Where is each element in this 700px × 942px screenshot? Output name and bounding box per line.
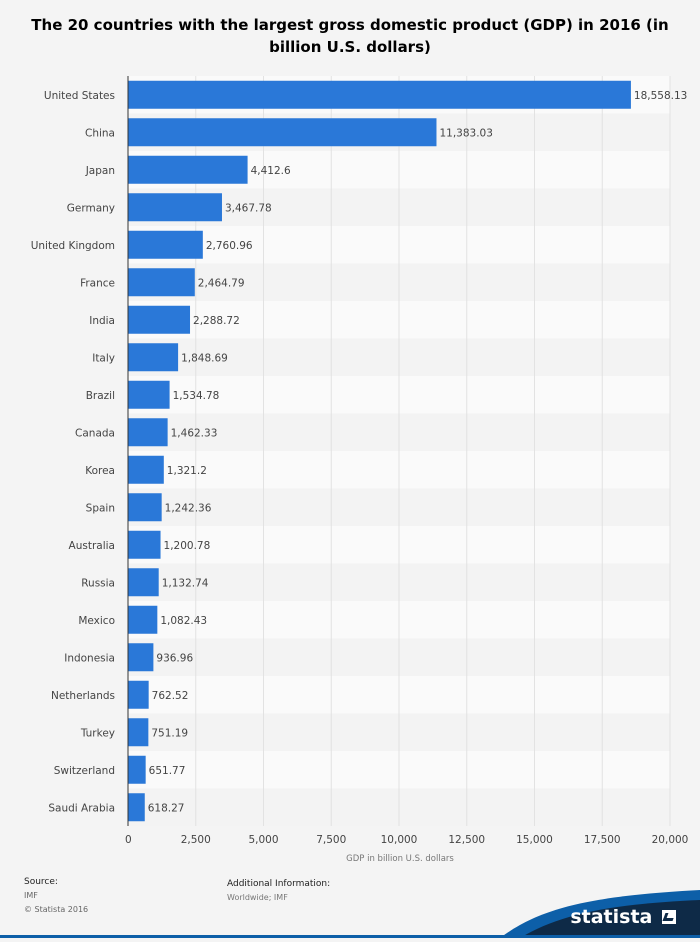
value-labels: 18,558.13 11,383.03 4,412.6 3,467.78 2,760.9… [148,90,688,815]
bar-value-label: 1,534.78 [173,390,220,402]
category-label: Mexico [78,615,115,627]
category-label: France [80,277,115,289]
bar-value-label: 4,412.6 [251,165,291,177]
bar-value-label: 1,462.33 [171,427,218,439]
category-label: Italy [92,352,115,364]
bar-value-label: 751.19 [151,727,188,739]
bar-value-label: 2,288.72 [193,315,240,327]
category-label: United Kingdom [31,240,115,252]
bar-value-label: 1,082.43 [160,615,207,627]
additional-info-value: Worldwide; IMF [227,893,288,902]
category-label: United States [44,90,115,102]
bar[interactable] [128,380,170,409]
bar[interactable] [128,455,164,484]
bar-value-label: 11,383.03 [439,127,492,139]
category-label: Saudi Arabia [48,802,115,814]
category-label: Germany [67,202,115,214]
bar-value-label: 1,200.78 [164,540,211,552]
bar[interactable] [128,643,154,672]
bar[interactable] [128,343,179,372]
category-label: Canada [75,427,115,439]
bar[interactable] [128,80,631,109]
category-label: Brazil [86,390,115,402]
category-label: Japan [85,165,115,177]
category-label: Turkey [80,727,115,739]
category-label: Netherlands [51,690,115,702]
x-tick-labels: 0 2,500 5,000 7,500 10,000 12,500 15,000 17,500… [125,834,688,846]
chart-title: The 20 countries with the largest gross … [31,16,669,56]
x-tick-label: 15,000 [516,834,553,846]
bar[interactable] [128,530,161,559]
bar[interactable] [128,493,162,522]
source-block: Source: IMF © Statista 2016 [24,876,88,916]
category-label: Russia [81,577,115,589]
bottom-strip [0,935,700,938]
bar[interactable] [128,680,149,709]
bar-value-label: 3,467.78 [225,202,272,214]
bars [128,80,631,822]
bar[interactable] [128,755,146,784]
bar[interactable] [128,305,191,334]
x-tick-label: 7,500 [316,834,346,846]
statista-brand[interactable]: statista [500,888,700,938]
bar[interactable] [128,568,159,597]
x-tick-label: 20,000 [652,834,689,846]
x-tick-label: 5,000 [248,834,278,846]
bar[interactable] [128,230,203,259]
additional-info-label: Additional Information: [227,879,331,889]
category-label: Korea [85,465,115,477]
category-label: Spain [86,502,115,514]
statista-logo-text: statista [570,906,676,928]
bar[interactable] [128,155,248,184]
x-tick-label: 17,500 [584,834,621,846]
statista-logo-icon [662,910,676,924]
bar-value-label: 936.96 [156,652,193,664]
category-label: India [89,315,115,327]
bar-value-label: 2,464.79 [198,277,245,289]
bar-value-label: 651.77 [149,765,186,777]
copyright: © Statista 2016 [24,905,89,914]
bar-value-label: 1,132.74 [162,577,209,589]
bar[interactable] [128,418,168,447]
category-label: Australia [69,540,115,552]
x-tick-label: 2,500 [181,834,211,846]
x-tick-label: 0 [125,834,132,846]
category-label: Indonesia [64,652,115,664]
bar-value-label: 1,321.2 [167,465,207,477]
bar[interactable] [128,268,195,297]
bar-value-label: 618.27 [148,802,185,814]
source-value[interactable]: IMF [24,891,38,900]
bar[interactable] [128,793,145,822]
bar-value-label: 2,760.96 [206,240,253,252]
source-label: Source: [24,877,58,887]
bar[interactable] [128,605,158,634]
bar[interactable] [128,193,222,222]
brand-wave-shape [500,890,700,938]
category-labels: United States China Japan Germany United Kin… [31,90,115,815]
bar[interactable] [128,718,149,747]
x-tick-label: 12,500 [448,834,485,846]
additional-info-block: Additional Information: Worldwide; IMF [227,878,330,904]
brand-name: statista [570,906,653,928]
x-tick-label: 10,000 [381,834,418,846]
category-label: China [85,127,115,139]
bar-value-label: 1,242.36 [165,502,212,514]
gridlines [195,76,671,826]
bar-value-label: 18,558.13 [634,90,687,102]
bar-value-label: 762.52 [152,690,189,702]
bar-value-label: 1,848.69 [181,352,228,364]
bar[interactable] [128,118,437,147]
x-axis-title: GDP in billion U.S. dollars [346,854,454,864]
category-label: Switzerland [54,765,115,777]
